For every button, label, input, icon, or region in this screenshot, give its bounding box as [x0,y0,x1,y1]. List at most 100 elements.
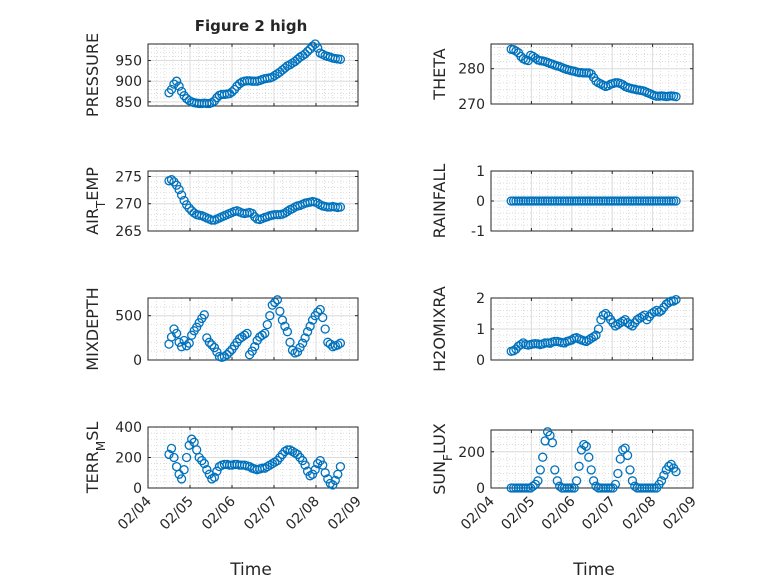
data-point [671,467,681,477]
data-point [637,483,647,493]
x-tick-label: 02/05 [498,494,538,534]
data-point [202,465,212,475]
data-point [571,196,582,206]
data-point [598,196,608,206]
y-axis-label: AIRTEMP [83,167,108,235]
data-point [620,196,630,206]
data-point [242,328,252,339]
data-point [559,483,570,493]
data-point [275,452,285,463]
data-point [639,196,650,206]
data-point [533,476,543,486]
y-tick-label: 270 [458,97,485,113]
data-point [603,483,613,493]
x-tick-label: 02/09 [660,494,700,534]
series-markers [164,295,346,362]
panel-grid: 850 900 950 PRESSURE 270 280 THETA 265 270 275 AIR… [83,33,700,533]
data-point [197,455,207,466]
data-point [171,328,182,339]
data-point [176,342,187,352]
data-point [224,347,235,357]
data-point [557,196,567,206]
data-point [523,483,533,493]
axes-box [490,43,694,105]
data-point [320,324,330,334]
x-tick-label: 02/06 [199,493,239,533]
data-point [187,434,197,444]
x-tick-label: 02/08 [620,494,660,534]
data-point [207,340,217,350]
data-point [335,202,346,212]
data-point [639,483,650,493]
y-tick-label: 0 [133,353,142,369]
data-point [642,315,652,325]
data-point [610,479,621,490]
data-point [212,466,222,476]
data-point [632,315,642,325]
data-point [666,296,676,306]
data-point [622,450,633,461]
data-point [300,49,310,59]
data-point [194,452,204,463]
data-point [659,196,669,206]
data-point [591,330,601,340]
data-point [528,481,538,491]
data-point [615,454,625,464]
data-point [199,310,209,320]
data-point [603,196,613,206]
data-point [584,335,594,345]
data-point [618,445,628,455]
data-point [567,483,577,493]
data-point [302,46,313,57]
data-point [588,332,599,342]
data-point [668,196,679,206]
panel-air-temp: 265 270 275 AIRTEMP [83,167,359,240]
data-point [184,203,194,213]
data-point [270,297,280,308]
data-point [328,480,338,490]
data-point [668,296,679,306]
data-point [586,333,596,343]
data-point [164,449,174,460]
data-point [661,196,671,206]
y-tick-label: -1 [471,224,485,240]
data-point [330,475,340,486]
x-axis-label-right: Time [572,560,615,580]
data-point [171,76,182,86]
data-point [635,483,645,493]
data-point [601,483,611,493]
data-point [282,445,293,455]
data-point [305,321,315,331]
x-tick-label: 02/04 [458,493,498,533]
data-point [598,310,608,320]
y-axis-label: H2OMIXRA [430,286,449,372]
data-point [516,339,526,350]
data-point [571,476,582,486]
series-markers [506,294,681,356]
data-point [579,196,589,206]
data-point [530,196,541,206]
series-markers [506,427,681,493]
data-point [632,483,642,493]
x-tick-label: 02/09 [325,494,365,534]
data-point [564,196,575,206]
y-tick-label: 0 [476,481,485,497]
panel-sun-flux: 02/04 02/05 02/06 02/07 02/08 02/09 0 200SUNFLU… [430,423,700,533]
data-point [664,196,674,206]
data-point [542,196,553,206]
data-point [588,476,599,486]
data-point [538,452,548,462]
data-point [618,196,628,206]
data-point [562,196,572,206]
y-tick-label: 270 [115,197,142,213]
data-point [307,469,318,479]
x-tick-label: 02/08 [283,494,323,534]
y-axis-label: TERRMSL [83,422,108,495]
data-point [335,461,346,472]
data-point [591,196,601,206]
data-point [654,307,664,317]
x-tick-label: 02/07 [241,494,281,534]
x-tick-label: 02/05 [157,494,197,534]
data-point [593,324,604,334]
data-point [511,196,521,206]
